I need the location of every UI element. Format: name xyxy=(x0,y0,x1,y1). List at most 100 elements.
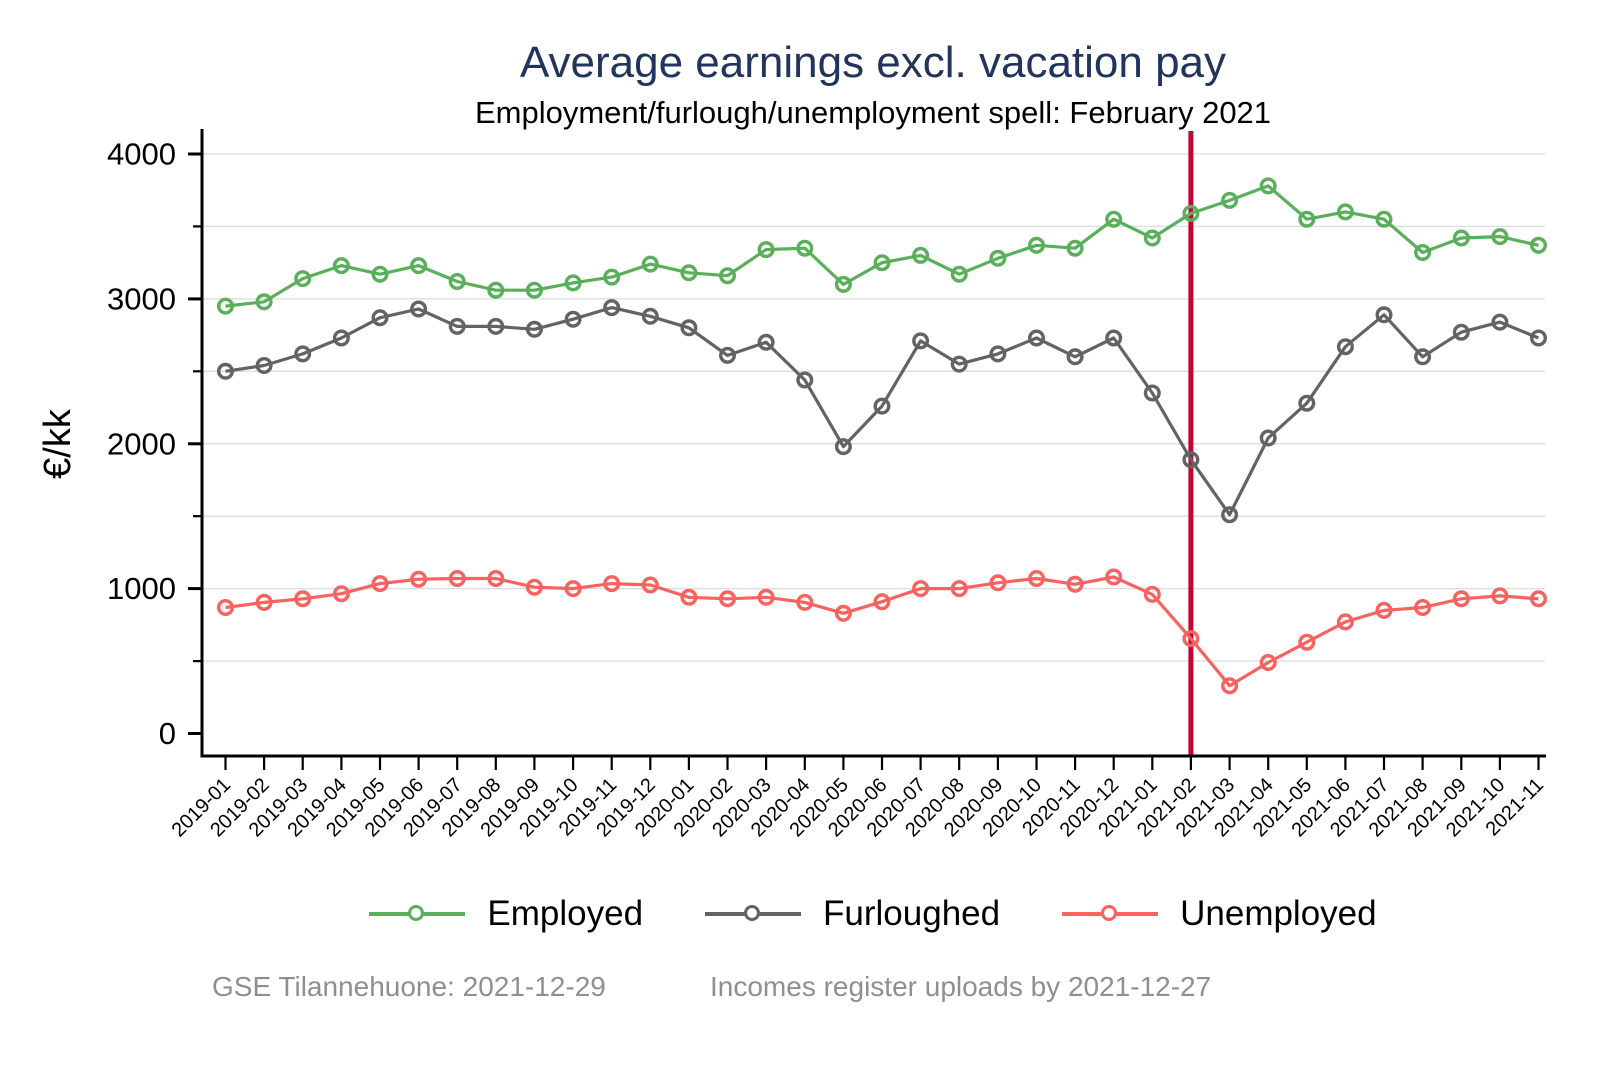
legend-circle-icon xyxy=(1101,905,1118,921)
data-point-marker xyxy=(255,357,273,375)
data-point-marker xyxy=(216,362,234,380)
data-point-marker xyxy=(1336,338,1354,356)
data-point-marker xyxy=(564,274,582,292)
data-point-marker xyxy=(719,346,737,364)
data-point-marker xyxy=(294,590,312,608)
data-point-marker xyxy=(1414,348,1432,366)
data-point-marker xyxy=(332,585,350,603)
data-point-marker xyxy=(912,332,930,350)
series-unemployed xyxy=(216,568,1547,695)
plot-generated: 0 1000 2000 3000 4000 2019-012019-022019-0320… xyxy=(107,129,1548,841)
data-point-marker xyxy=(1452,323,1470,341)
data-point-marker xyxy=(950,265,968,283)
data-point-marker xyxy=(1259,177,1277,195)
data-point-marker xyxy=(873,397,891,415)
data-point-marker xyxy=(641,307,659,325)
data-point-marker xyxy=(410,300,428,318)
y-tick-label: 3000 xyxy=(107,281,176,316)
data-point-marker xyxy=(680,588,698,606)
data-point-marker xyxy=(680,319,698,337)
data-point-marker xyxy=(216,599,234,617)
data-point-marker xyxy=(371,265,389,283)
data-point-marker xyxy=(487,281,505,299)
data-point-marker xyxy=(873,254,891,272)
data-point-marker xyxy=(255,593,273,611)
data-point-marker xyxy=(1298,633,1316,651)
data-point-marker xyxy=(950,355,968,373)
data-point-marker xyxy=(525,320,543,338)
series-line xyxy=(225,184,1539,308)
data-point-marker xyxy=(1066,239,1084,257)
y-axis-title: €/kk xyxy=(37,408,79,479)
y-gridlines xyxy=(203,153,1545,662)
data-point-marker xyxy=(1336,613,1354,631)
x-axis-ticks: 2019-012019-022019-032019-042019-052019-… xyxy=(168,756,1548,841)
data-point-marker xyxy=(448,317,466,335)
y-tick-label: 4000 xyxy=(107,137,176,172)
data-point-marker xyxy=(834,275,852,293)
series-furloughed xyxy=(216,299,1547,524)
data-point-marker xyxy=(1375,601,1393,619)
data-point-marker xyxy=(834,604,852,622)
chart-title: Average earnings excl. vacation pay xyxy=(519,38,1227,87)
data-point-marker xyxy=(757,333,775,351)
data-point-marker xyxy=(255,293,273,311)
data-point-marker xyxy=(1529,236,1547,254)
data-point-marker xyxy=(1182,630,1200,648)
data-point-marker xyxy=(989,574,1007,592)
legend-label: Unemployed xyxy=(1180,894,1377,933)
data-point-marker xyxy=(1105,210,1123,228)
data-point-marker xyxy=(525,578,543,596)
data-point-marker xyxy=(294,270,312,288)
data-point-marker xyxy=(603,268,621,286)
data-point-marker xyxy=(332,329,350,347)
data-point-marker xyxy=(873,593,891,611)
data-point-marker xyxy=(1182,204,1200,222)
legend-label: Furloughed xyxy=(823,894,1001,933)
data-point-marker xyxy=(1105,568,1123,586)
data-point-marker xyxy=(1414,599,1432,617)
data-point-marker xyxy=(912,580,930,598)
data-point-marker xyxy=(525,281,543,299)
data-point-marker xyxy=(1182,451,1200,469)
data-point-marker xyxy=(371,575,389,593)
data-point-marker xyxy=(1298,394,1316,412)
data-point-marker xyxy=(834,438,852,456)
data-point-marker xyxy=(1529,590,1547,608)
data-point-marker xyxy=(1375,306,1393,324)
data-point-marker xyxy=(641,576,659,594)
series-employed xyxy=(216,177,1547,315)
data-point-marker xyxy=(1529,329,1547,347)
data-point-marker xyxy=(1491,587,1509,605)
data-point-marker xyxy=(1414,243,1432,261)
legend-label: Employed xyxy=(487,894,644,933)
data-point-marker xyxy=(564,310,582,328)
data-point-marker xyxy=(757,588,775,606)
data-point-marker xyxy=(719,267,737,285)
data-point-marker xyxy=(680,264,698,282)
data-point-marker xyxy=(1143,229,1161,247)
data-point-marker xyxy=(294,345,312,363)
data-point-marker xyxy=(1066,348,1084,366)
legend-marker xyxy=(705,905,802,923)
legend-item-employed: Employed xyxy=(369,894,643,934)
data-point-marker xyxy=(448,273,466,291)
data-point-marker xyxy=(1105,329,1123,347)
data-point-marker xyxy=(1491,313,1509,331)
data-point-marker xyxy=(1143,585,1161,603)
data-point-marker xyxy=(1452,229,1470,247)
legend-marker xyxy=(1062,905,1159,923)
data-point-marker xyxy=(1143,384,1161,402)
data-point-marker xyxy=(448,570,466,588)
data-point-marker xyxy=(564,580,582,598)
data-point-marker xyxy=(1027,236,1045,254)
legend: Employed Furloughed Unemployed xyxy=(200,894,1546,934)
data-point-marker xyxy=(371,309,389,327)
data-point-marker xyxy=(603,299,621,317)
y-axis-ticks: 0 1000 2000 3000 4000 xyxy=(107,137,202,751)
footer-note-right: Incomes register uploads by 2021-12-27 xyxy=(710,971,1212,1002)
data-point-marker xyxy=(1221,677,1239,695)
data-point-marker xyxy=(1027,329,1045,347)
legend-item-furloughed: Furloughed xyxy=(705,894,1000,934)
